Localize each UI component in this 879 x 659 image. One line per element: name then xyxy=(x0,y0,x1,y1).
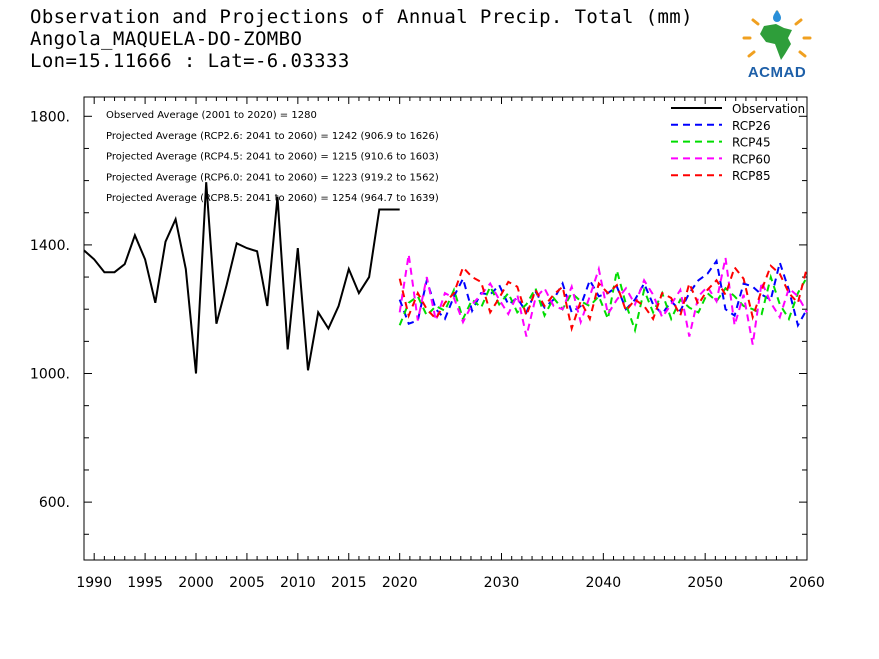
y-tick-label: 1800. xyxy=(30,109,70,125)
coordinates-label: Lon=15.11666 : Lat=-6.03333 xyxy=(30,50,350,72)
x-tick-label: 2020 xyxy=(382,575,418,591)
legend-label-rcp85: RCP85 xyxy=(732,169,771,183)
x-tick-label: 2015 xyxy=(331,575,367,591)
legend-label-rcp60: RCP60 xyxy=(732,152,771,166)
stat-annotation: Projected Average (RCP6.0: 2041 to 2060)… xyxy=(106,172,439,183)
x-tick-label: 2005 xyxy=(229,575,265,591)
y-tick-label: 1000. xyxy=(30,367,70,383)
chart-series xyxy=(83,182,808,374)
x-tick-label: 2030 xyxy=(484,575,520,591)
chart-annotations: Observed Average (2001 to 2020) = 1280 Pr… xyxy=(106,110,439,204)
location-label: Angola_MAQUELA-DO-ZOMBO xyxy=(30,28,303,50)
x-tick-label: 2010 xyxy=(280,575,316,591)
chart-axes: 1990 1995 2000 2005 2010 2015 2020 2030 2040 2050… xyxy=(30,96,825,591)
legend-label-observation: Observation xyxy=(732,102,805,116)
x-tick-label: 1995 xyxy=(127,575,163,591)
chart-legend: Observation RCP26 RCP45 RCP60 RCP85 xyxy=(671,102,805,183)
y-tick-label: 1400. xyxy=(30,238,70,254)
stat-annotation: Projected Average (RCP8.5: 2041 to 2060)… xyxy=(106,193,439,204)
x-tick-label: 1990 xyxy=(76,575,112,591)
stat-annotation: Projected Average (RCP2.6: 2041 to 2060)… xyxy=(106,131,439,142)
x-tick-label: 2040 xyxy=(586,575,622,591)
series-rcp45-line xyxy=(398,270,808,334)
stat-annotation: Observed Average (2001 to 2020) = 1280 xyxy=(106,110,317,121)
legend-label-rcp26: RCP26 xyxy=(732,119,771,133)
x-tick-label: 2000 xyxy=(178,575,214,591)
chart-header: Observation and Projections of Annual Pr… xyxy=(30,6,693,72)
series-rcp85-line xyxy=(398,264,808,333)
stat-annotation: Projected Average (RCP4.5: 2041 to 2060)… xyxy=(106,152,439,163)
series-rcp26-line xyxy=(398,258,808,328)
x-tick-label: 2050 xyxy=(687,575,723,591)
y-tick-label: 600. xyxy=(39,495,70,511)
x-tick-label: 2060 xyxy=(789,575,825,591)
legend-label-rcp45: RCP45 xyxy=(732,136,771,150)
series-observation-line xyxy=(83,182,400,374)
africa-map-logo-icon xyxy=(742,10,812,60)
plot-frame xyxy=(83,96,808,561)
chart-title: Observation and Projections of Annual Pr… xyxy=(30,6,693,28)
acmad-logo: ACMAD xyxy=(736,8,818,82)
series-rcp60-line xyxy=(398,254,808,345)
logo-text: ACMAD xyxy=(747,64,807,81)
